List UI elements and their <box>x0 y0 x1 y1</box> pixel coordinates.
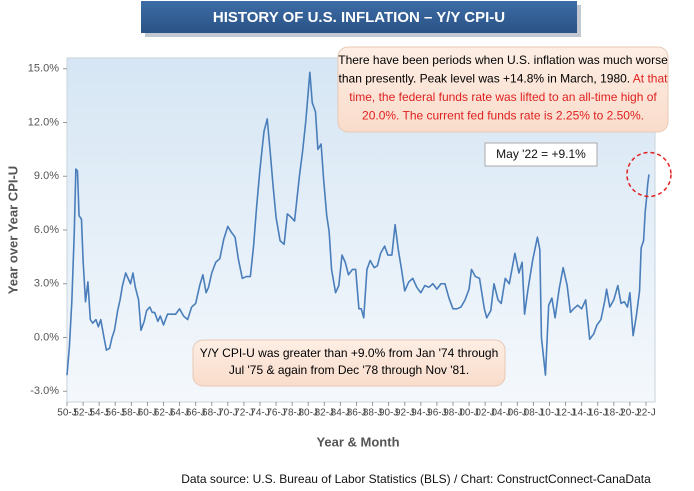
note-text: There have been periods when U.S. inflat… <box>338 53 668 67</box>
y-tick-label: 3.0% <box>34 278 59 290</box>
x-tick-label: 66-J <box>186 408 205 419</box>
x-tick-label: 72-J <box>234 408 253 419</box>
x-tick-label: 54-J <box>89 408 108 419</box>
note-line: Jul '75 & again from Dec '78 through Nov… <box>229 363 469 377</box>
note-box <box>337 46 669 133</box>
y-tick-label: 6.0% <box>34 224 59 236</box>
note-line: time, the federal funds rate was lifted … <box>349 90 657 104</box>
latest-label-box <box>484 142 598 167</box>
x-tick-label: 20-J <box>620 408 639 419</box>
note-text: than presently. Peak level was +14.8% in… <box>339 72 633 86</box>
latest-label: May '22 = +9.1% <box>496 147 586 161</box>
x-tick-label: 18-J <box>604 408 623 419</box>
x-tick-label: 94-J <box>411 408 430 419</box>
x-tick-label: 10-J <box>540 408 559 419</box>
x-tick-label: 64-J <box>170 408 189 419</box>
chart-title: HISTORY OF U.S. INFLATION – Y/Y CPI-U <box>213 9 505 26</box>
x-tick-label: 12-J <box>556 408 575 419</box>
note-box <box>192 339 506 387</box>
source: Data source: U.S. Bureau of Labor Statis… <box>181 472 651 486</box>
x-tick-label: 00-J <box>459 408 478 419</box>
x-axis-label: Year & Month <box>316 434 399 449</box>
x-tick-label: 90-J <box>379 408 398 419</box>
x-tick-label: 62-J <box>154 408 173 419</box>
x-tick-label: 58-J <box>122 408 141 419</box>
x-tick-label: 98-J <box>443 408 462 419</box>
title-box <box>141 1 577 33</box>
y-tick-label: -3.0% <box>30 385 59 397</box>
x-tick-label: 96-J <box>427 408 446 419</box>
note-line: 20.0%. The current fed funds rate is 2.2… <box>362 109 644 123</box>
note-text: 20.0%. The current fed funds rate is 2.2… <box>362 109 644 123</box>
x-tick-label: 88-J <box>363 408 382 419</box>
y-tick-label: 9.0% <box>34 170 59 182</box>
x-tick-label: 14-J <box>572 408 591 419</box>
x-tick-label: 08-J <box>524 408 543 419</box>
x-tick-label: 70-J <box>218 408 237 419</box>
x-tick-label: 22-J <box>636 408 655 419</box>
x-tick-label: 60-J <box>138 408 157 419</box>
x-tick-label: 76-J <box>266 408 285 419</box>
note-line: Y/Y CPI-U was greater than +9.0% from Ja… <box>200 346 499 360</box>
x-tick-label: 84-J <box>331 408 350 419</box>
cpi-line <box>66 71 650 376</box>
note-text: time, the federal funds rate was lifted … <box>349 90 657 104</box>
y-axis-label: Year over Year CPI-U <box>5 166 20 294</box>
x-tick-label: 78-J <box>282 408 301 419</box>
x-tick-label: 52-J <box>73 408 92 419</box>
y-tick-label: 15.0% <box>28 63 59 75</box>
y-tick-label: 12.0% <box>28 116 59 128</box>
note-text: Jul '75 & again from Dec '78 through Nov… <box>229 363 469 377</box>
x-tick-label: 86-J <box>347 408 366 419</box>
note-line: than presently. Peak level was +14.8% in… <box>339 72 669 86</box>
note-text: Y/Y CPI-U was greater than +9.0% from Ja… <box>200 346 499 360</box>
y-tick-label: 0.0% <box>34 331 59 343</box>
x-tick-label: 68-J <box>202 408 221 419</box>
x-tick-label: 74-J <box>250 408 269 419</box>
highlight-circle <box>626 151 672 198</box>
x-tick-label: 04-J <box>492 408 511 419</box>
note-text: At that <box>633 72 668 86</box>
x-tick-label: 02-J <box>475 408 494 419</box>
x-tick-label: 80-J <box>299 408 318 419</box>
x-tick-label: 56-J <box>106 408 125 419</box>
x-tick-label: 82-J <box>315 408 334 419</box>
x-tick-label: 16-J <box>588 408 607 419</box>
x-tick-label: 92-J <box>395 408 414 419</box>
x-tick-label: 50-J <box>57 408 76 419</box>
x-tick-label: 06-J <box>508 408 527 419</box>
note-line: There have been periods when U.S. inflat… <box>338 53 668 67</box>
